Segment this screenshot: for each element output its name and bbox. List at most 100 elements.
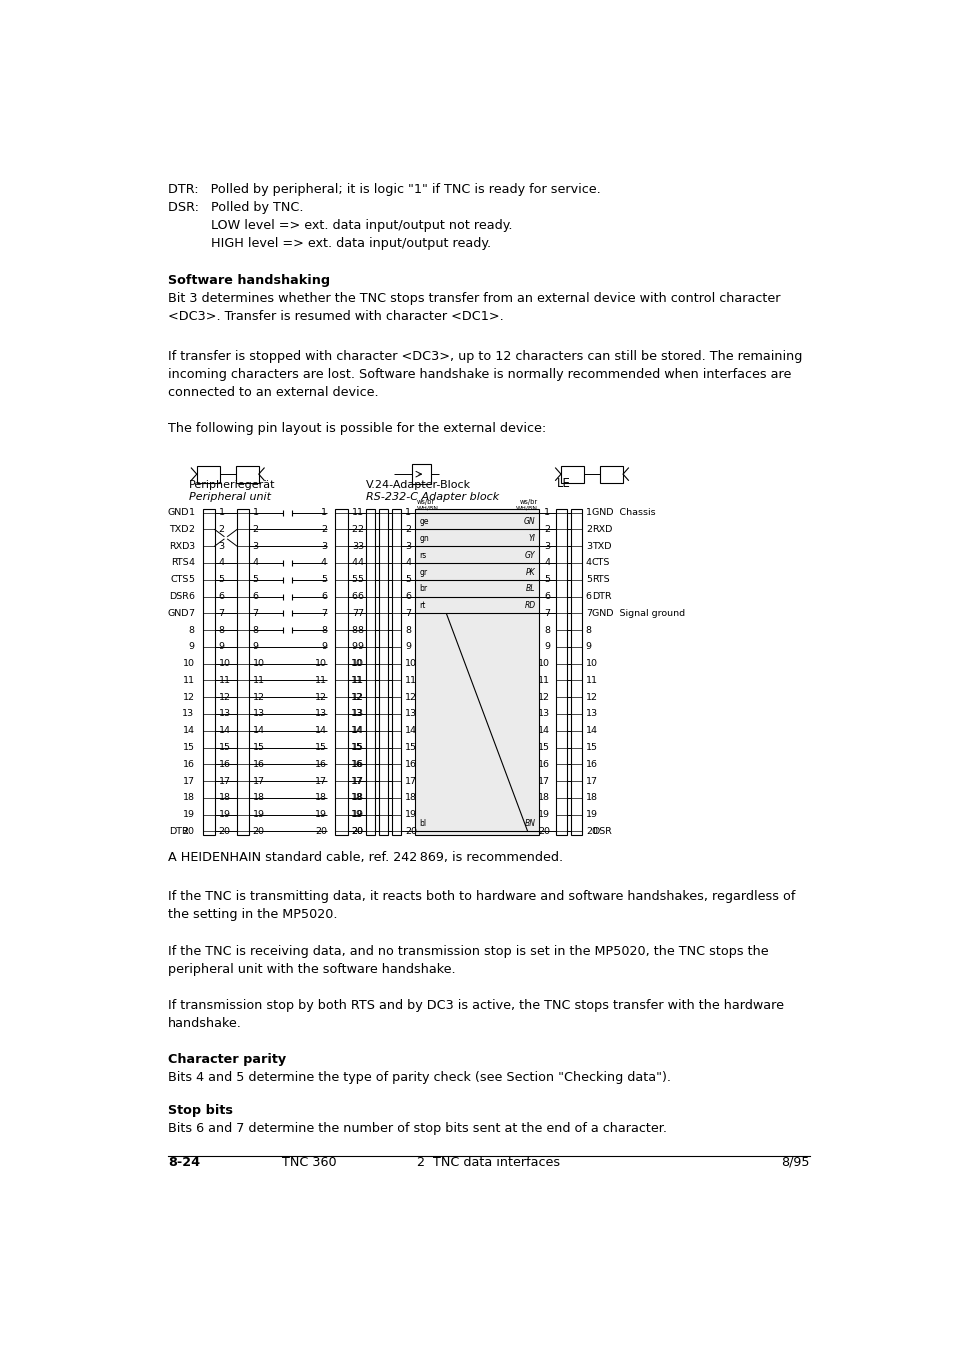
Text: 20: 20 — [253, 826, 264, 836]
Text: 9: 9 — [189, 642, 194, 651]
Text: 17: 17 — [585, 777, 598, 786]
Bar — [599, 466, 622, 483]
Text: 8: 8 — [543, 626, 550, 634]
Text: 1: 1 — [352, 509, 357, 517]
Text: Bits 4 and 5 determine the type of parity check (see Section "Checking data").: Bits 4 and 5 determine the type of parit… — [168, 1071, 670, 1085]
Text: 12: 12 — [351, 693, 363, 701]
Text: 5: 5 — [320, 575, 327, 584]
Text: 3: 3 — [320, 541, 327, 551]
Text: 1: 1 — [218, 509, 224, 517]
Text: 8: 8 — [405, 626, 411, 634]
Text: 16: 16 — [352, 759, 363, 769]
Text: 3: 3 — [253, 541, 258, 551]
Text: 6: 6 — [585, 592, 591, 602]
Text: 4: 4 — [585, 559, 591, 568]
Text: 11: 11 — [585, 676, 598, 685]
Text: 15: 15 — [314, 743, 327, 752]
Text: 18: 18 — [253, 793, 264, 802]
Text: 7: 7 — [357, 608, 363, 618]
Text: 5: 5 — [352, 575, 357, 584]
Text: 7: 7 — [352, 608, 357, 618]
Text: 17: 17 — [218, 777, 231, 786]
Text: 14: 14 — [314, 727, 327, 735]
Text: 5: 5 — [357, 575, 363, 584]
Text: BL: BL — [525, 584, 535, 594]
Bar — [335, 509, 348, 836]
Text: 6: 6 — [189, 592, 194, 602]
Text: ge: ge — [418, 517, 428, 526]
Text: 20: 20 — [218, 826, 231, 836]
Text: 8: 8 — [352, 626, 357, 634]
Text: 7: 7 — [253, 608, 258, 618]
Text: rt: rt — [418, 602, 425, 610]
Text: 9: 9 — [218, 642, 224, 651]
Text: A HEIDENHAIN standard cable, ref. 242 869, is recommended.: A HEIDENHAIN standard cable, ref. 242 86… — [168, 851, 562, 864]
Text: 17: 17 — [405, 777, 416, 786]
Text: GND  Signal ground: GND Signal ground — [592, 608, 684, 618]
Text: ws/br: ws/br — [519, 499, 537, 505]
Text: 12: 12 — [182, 693, 194, 701]
Text: 7: 7 — [585, 608, 591, 618]
Text: 1: 1 — [253, 509, 258, 517]
Text: 9: 9 — [320, 642, 327, 651]
Text: 9: 9 — [352, 642, 357, 651]
Bar — [236, 509, 249, 836]
Text: 2: 2 — [218, 525, 224, 534]
Text: 20: 20 — [405, 826, 416, 836]
Text: 3: 3 — [585, 541, 591, 551]
Text: LE: LE — [557, 478, 571, 490]
Text: 6: 6 — [405, 592, 411, 602]
Text: TNC 360: TNC 360 — [282, 1156, 336, 1168]
Text: 17: 17 — [253, 777, 264, 786]
Text: 10: 10 — [351, 660, 363, 668]
Text: 11: 11 — [218, 676, 231, 685]
Text: 15: 15 — [537, 743, 550, 752]
Text: 8: 8 — [218, 626, 224, 634]
Bar — [196, 466, 220, 483]
Text: 11: 11 — [537, 676, 550, 685]
Text: 1: 1 — [189, 509, 194, 517]
Text: 2: 2 — [189, 525, 194, 534]
Text: 8: 8 — [585, 626, 591, 634]
Text: 20: 20 — [537, 826, 550, 836]
Text: 4: 4 — [218, 559, 224, 568]
Text: 11: 11 — [352, 676, 363, 685]
Text: 4: 4 — [543, 559, 550, 568]
Circle shape — [225, 537, 227, 538]
Text: 5: 5 — [405, 575, 411, 584]
Text: 13: 13 — [352, 709, 363, 719]
Text: 19: 19 — [405, 810, 416, 820]
Bar — [556, 509, 567, 836]
Text: 3: 3 — [405, 541, 411, 551]
Text: gr: gr — [418, 568, 427, 576]
Text: 18: 18 — [182, 793, 194, 802]
Text: 1: 1 — [405, 509, 411, 517]
Text: Peripheriegerät: Peripheriegerät — [189, 481, 275, 490]
Bar — [571, 509, 581, 836]
Text: 8-24: 8-24 — [168, 1156, 200, 1168]
Text: 18: 18 — [405, 793, 416, 802]
Text: 17: 17 — [537, 777, 550, 786]
Text: TXD: TXD — [592, 541, 611, 551]
Text: 18: 18 — [352, 793, 363, 802]
Text: Software handshaking: Software handshaking — [168, 273, 330, 287]
Bar — [203, 509, 214, 836]
Text: 19: 19 — [314, 810, 327, 820]
Text: 17: 17 — [314, 777, 327, 786]
Text: 14: 14 — [218, 727, 231, 735]
Text: 16: 16 — [537, 759, 550, 769]
Text: 10: 10 — [537, 660, 550, 668]
Text: 17: 17 — [352, 777, 363, 786]
Text: 7: 7 — [218, 608, 224, 618]
Text: Bits 6 and 7 determine the number of stop bits sent at the end of a character.: Bits 6 and 7 determine the number of sto… — [168, 1123, 666, 1135]
Text: DSR:   Polled by TNC.: DSR: Polled by TNC. — [168, 201, 303, 214]
Text: 4: 4 — [357, 559, 363, 568]
Text: 2: 2 — [253, 525, 258, 534]
Text: 13: 13 — [351, 709, 363, 719]
Text: DTR:   Polled by peripheral; it is logic "1" if TNC is ready for service.: DTR: Polled by peripheral; it is logic "… — [168, 183, 600, 197]
Text: 1: 1 — [320, 509, 327, 517]
Text: 7: 7 — [320, 608, 327, 618]
Bar — [560, 466, 583, 483]
Bar — [365, 509, 375, 836]
Text: 8: 8 — [189, 626, 194, 634]
